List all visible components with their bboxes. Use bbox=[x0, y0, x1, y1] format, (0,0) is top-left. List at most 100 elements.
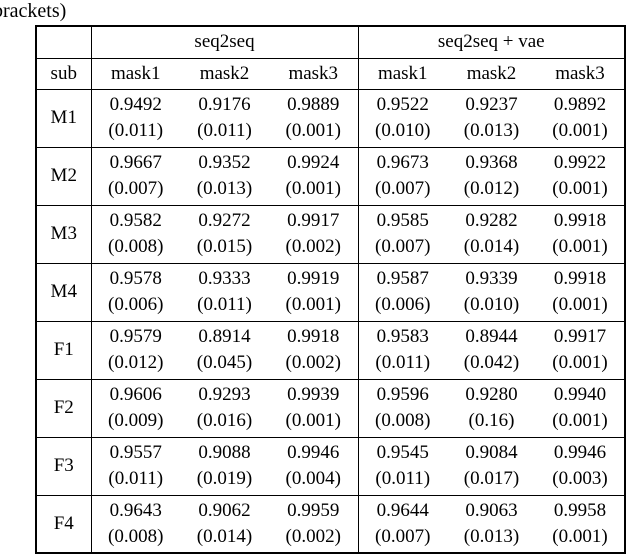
table-cell: 0.9579 (0.012) bbox=[91, 320, 180, 379]
caption-fragment: brackets) bbox=[0, 0, 67, 22]
table-cell: 0.9063 (0.013) bbox=[447, 494, 536, 553]
column-header-mask2-vae: mask2 bbox=[447, 57, 536, 89]
cell-value: 0.9946 bbox=[287, 442, 340, 463]
cell-value: 0.9062 bbox=[198, 499, 251, 521]
table-cell: 0.9492 (0.011) bbox=[91, 88, 180, 147]
table-cell: 0.8914 (0.045) bbox=[180, 320, 269, 379]
cell-std: (0.011) bbox=[375, 352, 431, 373]
table-cell: 0.9545 (0.011) bbox=[358, 436, 447, 495]
cell-value: 0.9918 bbox=[553, 268, 607, 289]
table-cell: 0.9643 (0.008) bbox=[91, 494, 180, 553]
cell-value: 0.9959 bbox=[287, 499, 340, 521]
cell-std: (0.008) bbox=[108, 236, 164, 257]
cell-value: 0.9333 bbox=[198, 268, 251, 289]
table-cell: 0.9958 (0.001) bbox=[536, 494, 625, 553]
cell-std: (0.011) bbox=[197, 120, 252, 141]
cell-value: 0.9643 bbox=[109, 499, 162, 521]
table-cell: 0.9606 (0.009) bbox=[91, 378, 180, 437]
cell-value: 0.9237 bbox=[465, 94, 518, 115]
table-cell: 0.9667 (0.007) bbox=[91, 146, 180, 205]
cell-value: 0.9940 bbox=[553, 384, 607, 405]
cell-std: (0.003) bbox=[552, 468, 608, 489]
row-label: F2 bbox=[36, 378, 92, 437]
table-cell: 0.9644 (0.007) bbox=[358, 494, 447, 553]
cell-value: 0.9557 bbox=[109, 442, 162, 463]
cell-std: (0.010) bbox=[463, 294, 520, 315]
table-cell: 0.9924 (0.001) bbox=[269, 146, 359, 205]
cell-value: 0.9667 bbox=[109, 152, 162, 173]
group-header-row: seq2seq seq2seq + vae bbox=[36, 26, 625, 58]
table-row: F1 0.9579 (0.012) 0.8914 (0.045) 0.9918 (0.002… bbox=[36, 320, 625, 379]
cell-value: 0.9918 bbox=[553, 210, 607, 231]
table-cell: 0.9280 (0.16) bbox=[447, 378, 536, 437]
row-label: F4 bbox=[36, 494, 92, 553]
table-row: F2 0.9606 (0.009) 0.9293 (0.016) 0.9939 (0.001… bbox=[36, 378, 625, 437]
cell-std: (0.006) bbox=[375, 294, 431, 315]
cell-std: (0.015) bbox=[196, 236, 253, 257]
table-row: M1 0.9492 (0.011) 0.9176 (0.011) 0.9889 (0.001… bbox=[36, 88, 625, 147]
cell-std: (0.002) bbox=[285, 236, 341, 257]
column-header-mask1: mask1 bbox=[91, 57, 180, 89]
table-cell: 0.8944 (0.042) bbox=[447, 320, 536, 379]
cell-std: (0.013) bbox=[463, 120, 520, 141]
cell-value: 0.9587 bbox=[376, 268, 429, 289]
row-label: M2 bbox=[36, 146, 92, 205]
table-row: F4 0.9643 (0.008) 0.9062 (0.014) 0.9959 (0.002… bbox=[36, 494, 625, 553]
cell-std: (0.001) bbox=[552, 120, 608, 141]
cell-value: 0.9946 bbox=[553, 442, 607, 463]
table-cell: 0.9293 (0.016) bbox=[180, 378, 269, 437]
cell-value: 0.9176 bbox=[198, 94, 251, 115]
table-cell: 0.9583 (0.011) bbox=[358, 320, 447, 379]
cell-std: (0.002) bbox=[285, 525, 341, 547]
table-cell: 0.9582 (0.008) bbox=[91, 204, 180, 263]
cell-std: (0.007) bbox=[375, 525, 431, 547]
group-header-seq2seq-vae: seq2seq + vae bbox=[437, 31, 545, 53]
cell-value: 0.9924 bbox=[287, 152, 340, 173]
cell-value: 0.9919 bbox=[287, 268, 340, 289]
cell-value: 0.9545 bbox=[376, 442, 429, 463]
cell-std: (0.008) bbox=[375, 410, 431, 431]
cell-std: (0.001) bbox=[552, 178, 608, 199]
cell-value: 0.9272 bbox=[198, 210, 251, 231]
row-label: M4 bbox=[36, 262, 92, 321]
cell-value: 0.9578 bbox=[109, 268, 162, 289]
cell-value: 0.9892 bbox=[553, 94, 607, 115]
table-row: F3 0.9557 (0.011) 0.9088 (0.019) 0.9946 (0.004… bbox=[36, 436, 625, 495]
table-cell: 0.9088 (0.019) bbox=[180, 436, 269, 495]
table-cell: 0.9946 (0.004) bbox=[269, 436, 359, 495]
cell-value: 0.9280 bbox=[465, 384, 518, 405]
cell-value: 0.9644 bbox=[376, 499, 429, 521]
cell-std: (0.017) bbox=[463, 468, 520, 489]
cell-std: (0.008) bbox=[108, 525, 164, 547]
row-label: F3 bbox=[36, 436, 92, 495]
cell-std: (0.011) bbox=[108, 120, 164, 141]
cell-std: (0.045) bbox=[196, 352, 253, 373]
cell-std: (0.014) bbox=[463, 236, 520, 257]
cell-std: (0.011) bbox=[375, 468, 431, 489]
cell-std: (0.042) bbox=[463, 352, 520, 373]
table-row: M3 0.9582 (0.008) 0.9272 (0.015) 0.9917 (0.002… bbox=[36, 204, 625, 263]
cell-std: (0.001) bbox=[285, 178, 341, 199]
cell-value: 0.9889 bbox=[287, 94, 340, 115]
cell-value: 0.9939 bbox=[287, 384, 340, 405]
cell-value: 0.9596 bbox=[376, 384, 429, 405]
table-cell: 0.9062 (0.014) bbox=[180, 494, 269, 553]
table-cell: 0.9352 (0.013) bbox=[180, 146, 269, 205]
cell-std: (0.001) bbox=[285, 120, 341, 141]
cell-std: (0.019) bbox=[196, 468, 253, 489]
cell-std: (0.001) bbox=[552, 294, 608, 315]
cell-std: (0.001) bbox=[285, 294, 341, 315]
cell-std: (0.002) bbox=[285, 352, 341, 373]
cell-value: 0.9582 bbox=[109, 210, 162, 231]
table-cell: 0.9673 (0.007) bbox=[358, 146, 447, 205]
table-cell: 0.9946 (0.003) bbox=[536, 436, 625, 495]
cell-value: 0.9368 bbox=[465, 152, 518, 173]
column-header-mask1-vae: mask1 bbox=[358, 57, 447, 89]
cell-std: (0.001) bbox=[552, 525, 608, 547]
column-header-mask3-vae: mask3 bbox=[536, 57, 625, 89]
table-cell: 0.9918 (0.001) bbox=[536, 204, 625, 263]
table-cell: 0.9917 (0.001) bbox=[536, 320, 625, 379]
cell-value: 0.9917 bbox=[287, 210, 340, 231]
cell-std: (0.006) bbox=[108, 294, 164, 315]
cell-std: (0.16) bbox=[468, 410, 515, 431]
